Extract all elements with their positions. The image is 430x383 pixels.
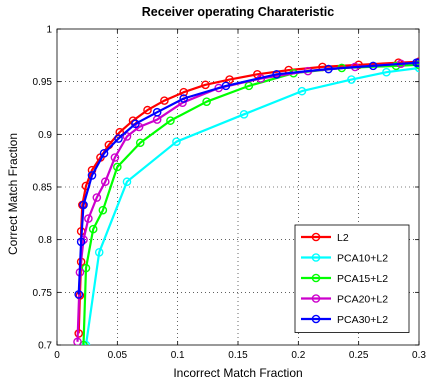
y-tick-label: 1 (46, 25, 52, 36)
data-point (135, 138, 145, 148)
legend-item: L2 (301, 232, 349, 244)
legend-label: PCA10+L2 (337, 253, 388, 265)
data-point (202, 97, 211, 106)
legend-label: PCA15+L2 (337, 273, 388, 285)
data-point (239, 110, 249, 119)
data-point (297, 86, 307, 96)
data-point (368, 61, 378, 71)
x-tick-label: 0.1 (171, 350, 185, 361)
x-tick-label: 0.2 (291, 350, 305, 361)
x-tick-label: 0.25 (349, 350, 369, 361)
data-point (115, 127, 125, 137)
data-point (391, 61, 401, 71)
legend-swatch-marker (311, 253, 321, 262)
plot-area: 0 0.05 0.1 0.15 0.2 0.25 0.3 0.7 0.75 0.8 0.85 0.9 0… (33, 25, 427, 362)
series-line (84, 66, 419, 345)
data-point (92, 193, 102, 202)
data-point (81, 340, 91, 345)
y-tick-label: 0.8 (38, 235, 52, 246)
y-axis-title: Correct Match Fraction (6, 133, 20, 255)
data-point (74, 290, 84, 299)
data-point (88, 224, 98, 234)
data-point (201, 80, 210, 90)
legend-item: PCA15+L2 (301, 273, 388, 285)
legend-label: PCA30+L2 (337, 314, 388, 326)
legend-label: PCA20+L2 (337, 294, 388, 306)
data-point (414, 63, 419, 73)
x-tick-label: 0 (54, 350, 60, 361)
data-point (110, 153, 120, 162)
data-point (76, 237, 86, 247)
data-point (272, 69, 281, 79)
y-tick-label: 0.7 (38, 341, 52, 352)
x-tick-label: 0.3 (412, 350, 426, 361)
legend-label: L2 (337, 232, 349, 244)
data-point (122, 177, 132, 187)
series-layer (73, 57, 419, 345)
data-point (179, 94, 188, 103)
legend-swatch-marker (311, 273, 321, 283)
data-point (412, 58, 419, 68)
data-point (79, 200, 88, 210)
data-point (122, 132, 132, 141)
y-tick-label: 0.95 (33, 77, 53, 88)
data-point (152, 107, 162, 117)
data-point (114, 134, 123, 143)
legend-swatch-marker (311, 232, 321, 242)
data-point (73, 337, 82, 345)
data-point (94, 248, 104, 257)
x-tick-label: 0.15 (228, 350, 248, 361)
data-point (382, 67, 391, 77)
x-axis-title: Incorrect Match Fraction (173, 366, 302, 380)
data-point (84, 214, 93, 223)
series-line (77, 61, 419, 295)
legend-item: PCA30+L2 (301, 314, 388, 326)
data-point (98, 205, 108, 215)
data-point (166, 116, 175, 125)
legend-item: PCA20+L2 (301, 294, 388, 306)
data-point (100, 177, 110, 187)
data-point (113, 162, 122, 172)
y-tick-label: 0.85 (33, 183, 53, 194)
legend-item: PCA10+L2 (301, 253, 388, 265)
data-point (143, 105, 152, 115)
data-point (221, 81, 231, 91)
grid (57, 29, 419, 345)
data-point (99, 148, 109, 158)
data-point (172, 137, 181, 147)
legend: L2 PCA10+L2 PCA15+L2 PCA20+L2 PCA30+L2 (294, 224, 410, 333)
x-tick-label: 0.05 (108, 350, 128, 361)
data-point (225, 75, 234, 84)
y-tick-label: 0.75 (33, 288, 53, 299)
data-point (131, 119, 140, 129)
chart-title: Receiver operating Charateristic (142, 5, 334, 19)
legend-swatch-marker (311, 294, 321, 303)
series-pca10-l2 (81, 63, 419, 345)
data-point (160, 96, 169, 105)
data-point (81, 263, 91, 273)
data-point (347, 75, 356, 84)
data-point (79, 235, 88, 244)
legend-swatch-marker (311, 314, 321, 324)
data-point (179, 87, 188, 97)
data-point (324, 64, 333, 74)
data-point (414, 58, 419, 68)
series-pca30-l2 (74, 58, 419, 299)
data-point (87, 171, 97, 180)
y-tick-label: 0.9 (38, 130, 52, 141)
